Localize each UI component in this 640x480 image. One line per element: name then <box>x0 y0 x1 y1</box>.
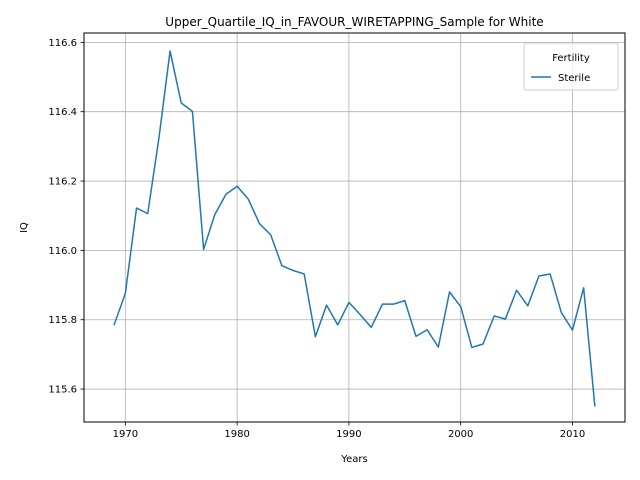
y-axis-label: IQ <box>19 222 30 233</box>
chart-title: Upper_Quartile_IQ_in_FAVOUR_WIRETAPPING_… <box>165 15 543 29</box>
y-tick-label: 115.8 <box>48 315 77 326</box>
y-tick-label: 116.2 <box>48 177 77 188</box>
legend: Fertility Sterile <box>523 42 619 91</box>
legend-entry-sterile: Sterile <box>558 73 590 84</box>
grid <box>84 33 625 422</box>
y-tick-label: 116.0 <box>48 246 77 257</box>
series-line-sterile <box>113 50 596 407</box>
series <box>113 50 596 407</box>
legend-title: Fertility <box>552 53 590 64</box>
axis-ticks: 1970 1980 1990 2000 2010 115.6 115.8 116.0 116.2… <box>48 38 585 440</box>
x-tick-label: 2010 <box>560 429 585 440</box>
x-tick-label: 1990 <box>336 429 361 440</box>
x-tick-label: 1980 <box>224 429 249 440</box>
x-tick-label: 1970 <box>113 429 138 440</box>
plot-frame <box>83 32 626 423</box>
y-tick-label: 116.6 <box>48 38 77 49</box>
y-tick-label: 116.4 <box>48 107 77 118</box>
y-tick-label: 115.6 <box>48 385 77 396</box>
legend-box <box>523 42 619 91</box>
x-tick-label: 2000 <box>448 429 473 440</box>
x-axis-label: Years <box>340 454 367 465</box>
